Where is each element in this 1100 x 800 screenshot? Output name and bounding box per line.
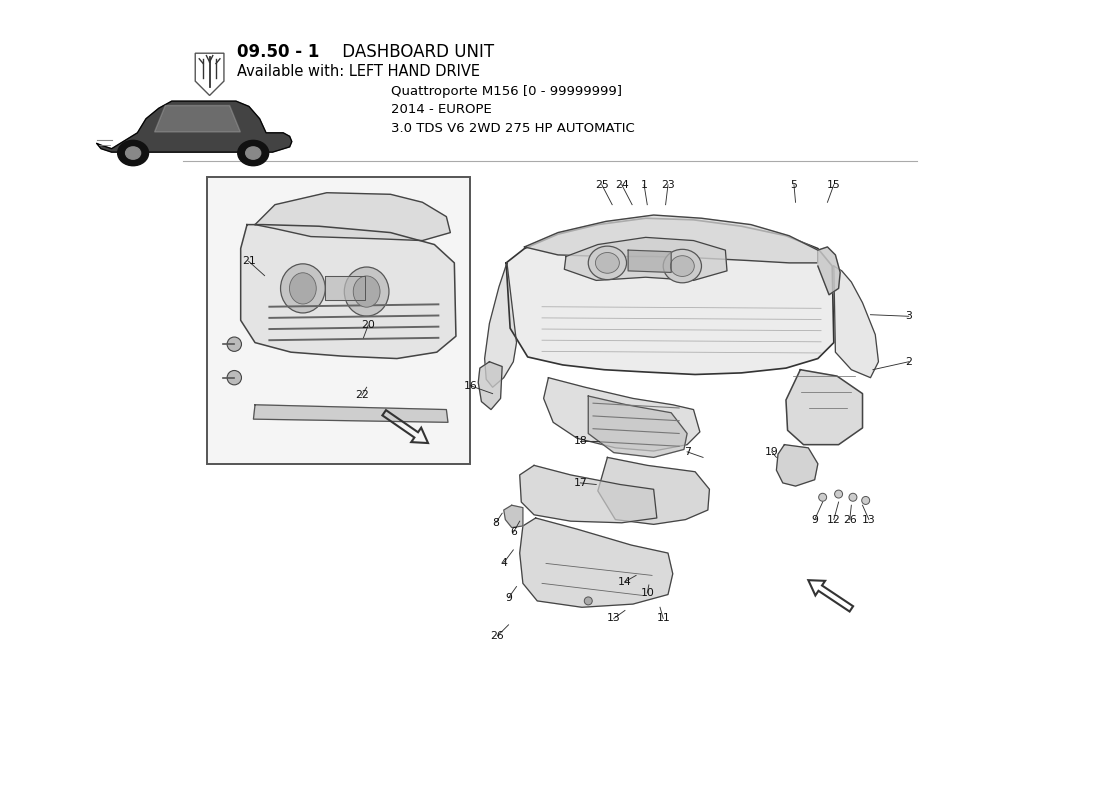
Polygon shape xyxy=(818,247,840,294)
Polygon shape xyxy=(478,362,503,410)
Text: 13: 13 xyxy=(862,514,876,525)
Text: 9: 9 xyxy=(811,514,818,525)
Ellipse shape xyxy=(344,267,389,316)
Polygon shape xyxy=(543,378,700,451)
Text: 15: 15 xyxy=(827,180,840,190)
Text: 6: 6 xyxy=(510,527,517,538)
Text: 8: 8 xyxy=(493,518,499,528)
Text: 11: 11 xyxy=(657,614,670,623)
Ellipse shape xyxy=(663,250,702,283)
Text: 17: 17 xyxy=(573,478,587,488)
Polygon shape xyxy=(485,263,517,387)
Text: Quattroporte M156 [0 - 99999999]: Quattroporte M156 [0 - 99999999] xyxy=(390,85,622,98)
Text: 25: 25 xyxy=(595,180,608,190)
Text: Available with: LEFT HAND DRIVE: Available with: LEFT HAND DRIVE xyxy=(238,63,481,78)
Text: 3.0 TDS V6 2WD 275 HP AUTOMATIC: 3.0 TDS V6 2WD 275 HP AUTOMATIC xyxy=(390,122,635,134)
Circle shape xyxy=(238,140,268,166)
Text: 22: 22 xyxy=(355,390,368,400)
Text: 1: 1 xyxy=(640,180,648,190)
Text: 2: 2 xyxy=(905,357,912,366)
Circle shape xyxy=(125,147,141,159)
Ellipse shape xyxy=(584,597,592,605)
Text: 5: 5 xyxy=(791,180,798,190)
Polygon shape xyxy=(519,466,657,522)
Ellipse shape xyxy=(227,337,242,351)
Polygon shape xyxy=(154,106,241,132)
Polygon shape xyxy=(195,54,224,95)
Ellipse shape xyxy=(280,264,326,313)
FancyBboxPatch shape xyxy=(207,177,471,464)
Text: 16: 16 xyxy=(463,381,477,390)
Text: 21: 21 xyxy=(242,256,255,266)
Ellipse shape xyxy=(818,494,826,502)
Ellipse shape xyxy=(849,494,857,502)
Text: 23: 23 xyxy=(661,180,675,190)
Polygon shape xyxy=(326,277,365,300)
Polygon shape xyxy=(588,396,688,458)
Circle shape xyxy=(118,140,148,166)
Text: 26: 26 xyxy=(491,631,504,641)
Text: 3: 3 xyxy=(905,311,912,322)
Text: 18: 18 xyxy=(573,437,587,446)
Text: 24: 24 xyxy=(615,180,628,190)
Text: 14: 14 xyxy=(618,577,631,586)
Polygon shape xyxy=(504,506,522,527)
Ellipse shape xyxy=(353,276,380,307)
Polygon shape xyxy=(786,370,862,445)
Polygon shape xyxy=(506,218,834,374)
Ellipse shape xyxy=(227,370,242,385)
Text: 10: 10 xyxy=(640,588,654,598)
Polygon shape xyxy=(525,215,818,263)
Text: 4: 4 xyxy=(500,558,507,568)
Text: 09.50 - 1: 09.50 - 1 xyxy=(238,43,320,61)
Ellipse shape xyxy=(670,256,694,277)
Ellipse shape xyxy=(861,497,870,505)
Text: 7: 7 xyxy=(684,447,691,457)
Circle shape xyxy=(245,147,261,159)
Text: 19: 19 xyxy=(764,447,779,457)
Polygon shape xyxy=(564,238,727,281)
Polygon shape xyxy=(255,193,450,241)
Text: 12: 12 xyxy=(827,514,840,525)
Text: DASHBOARD UNIT: DASHBOARD UNIT xyxy=(337,43,494,61)
Ellipse shape xyxy=(289,273,317,304)
Polygon shape xyxy=(628,250,671,273)
Ellipse shape xyxy=(595,253,619,274)
Polygon shape xyxy=(834,266,879,378)
Polygon shape xyxy=(253,405,448,422)
Polygon shape xyxy=(241,225,455,358)
Ellipse shape xyxy=(588,246,627,280)
Text: 13: 13 xyxy=(607,614,620,623)
Text: 26: 26 xyxy=(843,514,857,525)
Ellipse shape xyxy=(835,490,843,498)
Polygon shape xyxy=(519,518,673,607)
Polygon shape xyxy=(597,458,710,524)
Text: 20: 20 xyxy=(361,320,375,330)
Polygon shape xyxy=(777,445,818,486)
Text: 2014 - EUROPE: 2014 - EUROPE xyxy=(390,103,492,117)
Text: 9: 9 xyxy=(505,593,512,602)
Polygon shape xyxy=(97,101,292,152)
